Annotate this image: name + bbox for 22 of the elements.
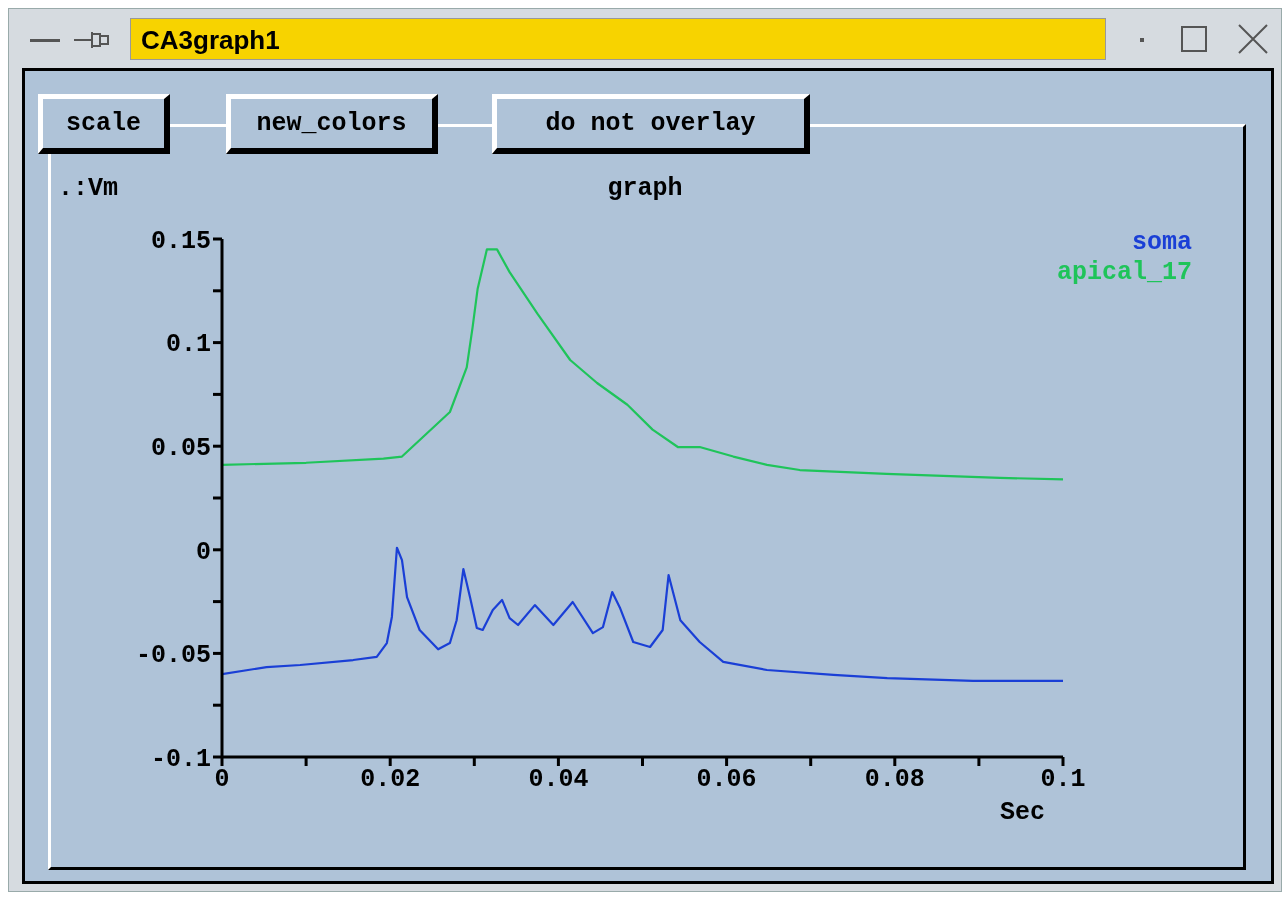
- text: CA3graph1: [130, 18, 1106, 60]
- text: scale: [38, 94, 170, 154]
- x-tick-label: 0: [214, 764, 230, 794]
- x-tick-label: 0.08: [864, 764, 925, 794]
- y-tick-label: 0.05: [150, 434, 211, 464]
- y-tick-label: 0.15: [150, 226, 211, 256]
- x-tick-label: 0.02: [360, 764, 421, 794]
- x-tick-label: 0.1: [1040, 764, 1086, 794]
- x-tick-label: 0.06: [696, 764, 757, 794]
- text: soma: [1131, 228, 1192, 258]
- y-tick-label: -0.1: [150, 744, 211, 774]
- y-tick-label: 0: [195, 537, 211, 567]
- line-series: [222, 546, 1063, 683]
- x-tick-label: 0.04: [528, 764, 589, 794]
- text: apical_17: [1056, 258, 1192, 288]
- chart-title: graph: [606, 174, 684, 203]
- y-axis-title: .:Vm: [58, 174, 119, 203]
- text: do not overlay: [492, 94, 810, 154]
- x-axis-title: Sec: [1000, 798, 1046, 827]
- y-tick-label: 0.1: [165, 330, 211, 360]
- text: new_colors: [226, 94, 438, 154]
- y-tick-label: -0.05: [135, 641, 211, 671]
